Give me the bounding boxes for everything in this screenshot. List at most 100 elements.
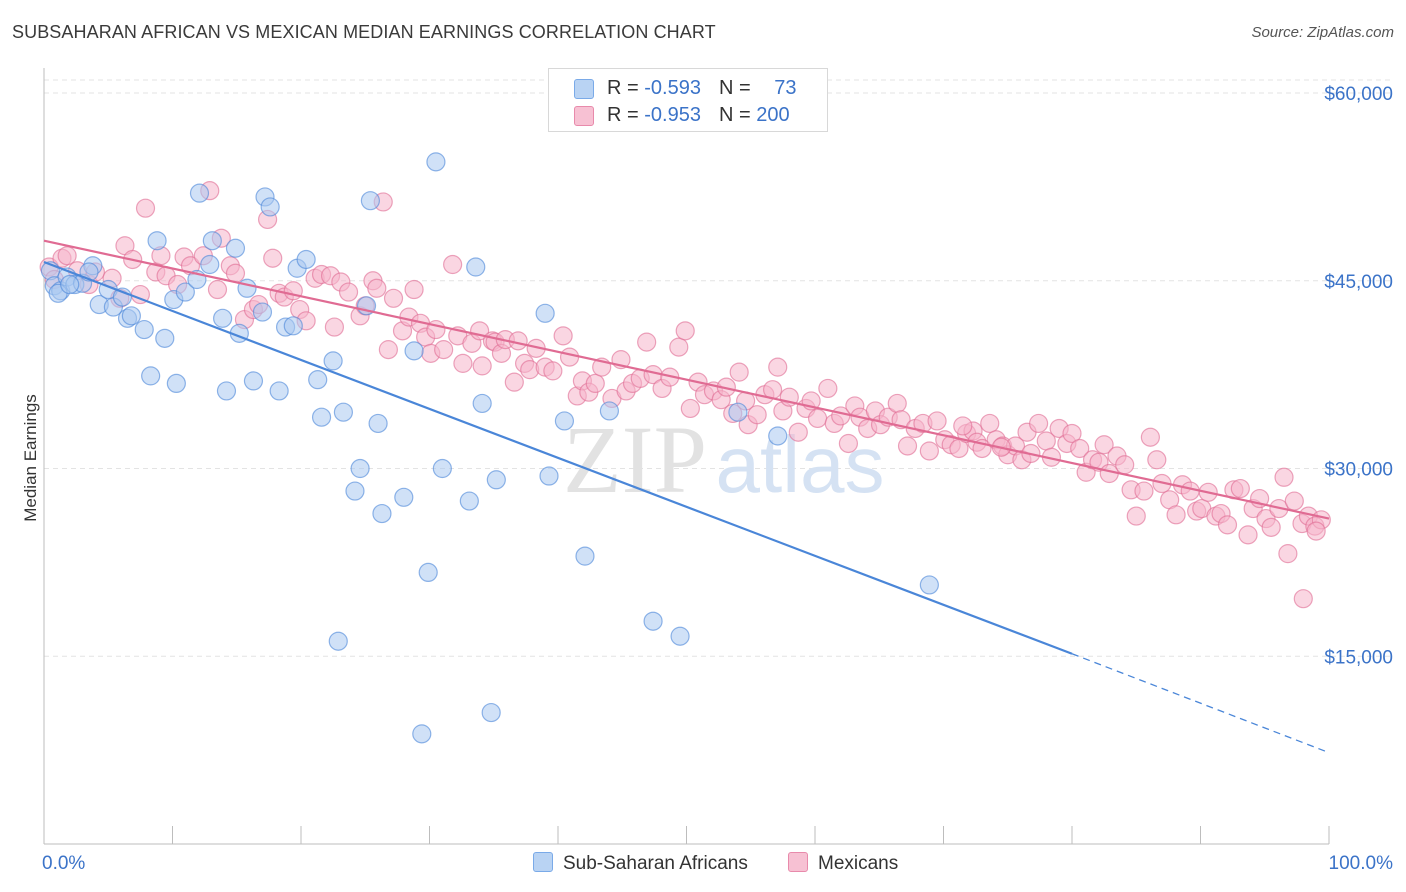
point-mexican xyxy=(472,356,492,376)
r-label: R = xyxy=(607,77,645,99)
point-mexican xyxy=(818,378,838,399)
point-subsaharan xyxy=(599,401,620,421)
point-mexican xyxy=(729,362,749,382)
point-mexican xyxy=(434,340,454,360)
point-subsaharan xyxy=(432,458,452,479)
point-mexican xyxy=(927,411,947,431)
legend-item-subsaharan: Sub-Saharan Africans xyxy=(533,852,748,876)
legend-stats-mexicans: R = -0.953 N = 200 xyxy=(607,104,790,127)
point-mexican xyxy=(1140,427,1160,447)
tick-labels: $15,000 $30,000 $45,000 $60,000 0.0% 100.0% xyxy=(42,84,1393,874)
point-subsaharan xyxy=(919,575,939,595)
point-mexican xyxy=(675,321,695,341)
point-mexican xyxy=(1126,506,1146,526)
point-subsaharan xyxy=(481,702,501,723)
point-mexican xyxy=(543,361,563,381)
point-subsaharan xyxy=(260,197,280,217)
legend-swatch xyxy=(533,852,553,872)
point-subsaharan xyxy=(175,282,195,302)
point-subsaharan xyxy=(252,302,273,322)
watermark-zip: ZIP xyxy=(563,406,707,513)
point-subsaharan xyxy=(216,381,237,401)
point-subsaharan xyxy=(134,319,154,340)
point-subsaharan xyxy=(308,370,328,390)
source-label: Source: ZipAtlas.com xyxy=(1251,24,1394,41)
trend-line-subsaharan-extension xyxy=(1071,653,1330,754)
point-subsaharan xyxy=(121,306,141,326)
point-mexican xyxy=(504,372,524,392)
point-subsaharan xyxy=(643,611,663,631)
point-subsaharan xyxy=(670,626,690,646)
point-subsaharan xyxy=(412,724,432,744)
point-mexican xyxy=(404,279,424,300)
point-mexican xyxy=(980,413,1000,434)
point-subsaharan xyxy=(333,402,354,422)
point-mexican xyxy=(338,282,359,302)
grid-lines xyxy=(44,79,1394,657)
point-mexican xyxy=(367,278,387,298)
point-mexican xyxy=(1261,517,1281,537)
point-subsaharan xyxy=(323,351,343,371)
point-subsaharan xyxy=(189,183,210,203)
point-subsaharan xyxy=(200,254,220,275)
point-mexican xyxy=(559,347,580,367)
point-subsaharan xyxy=(328,631,348,651)
n-label: N = xyxy=(718,77,757,99)
point-mexican xyxy=(1284,491,1304,511)
point-subsaharan xyxy=(147,231,167,251)
n-value: 200 xyxy=(756,104,790,126)
trend-lines xyxy=(43,239,1330,754)
y-tick-label: $45,000 xyxy=(1324,272,1393,293)
chart-title: SUBSAHARAN AFRICAN VS MEXICAN MEDIAN EAR… xyxy=(12,22,716,42)
point-subsaharan xyxy=(472,393,492,414)
point-subsaharan xyxy=(418,562,438,583)
point-mexican xyxy=(1278,544,1298,564)
point-mexican xyxy=(768,357,788,377)
point-subsaharan xyxy=(243,371,264,391)
point-mexican xyxy=(1147,450,1167,470)
point-mexican xyxy=(378,340,398,360)
n-label: N = xyxy=(718,104,757,126)
point-mexican xyxy=(1094,435,1114,455)
point-subsaharan xyxy=(141,366,161,386)
point-subsaharan xyxy=(155,328,175,348)
point-subsaharan xyxy=(269,381,289,401)
point-mexican xyxy=(887,393,907,414)
point-subsaharan xyxy=(466,257,486,277)
point-mexican xyxy=(637,332,657,352)
point-subsaharan xyxy=(237,278,257,298)
point-subsaharan xyxy=(768,426,788,446)
y-tick-label: $30,000 xyxy=(1324,460,1393,481)
point-mexican xyxy=(897,436,918,456)
point-mexican xyxy=(807,408,828,429)
point-mexican xyxy=(1115,455,1135,475)
legend-stats-subsaharan: R = -0.593 N = 73 xyxy=(607,77,796,100)
point-mexican xyxy=(1274,467,1294,487)
point-subsaharan xyxy=(404,341,424,361)
point-mexican xyxy=(1217,515,1238,535)
legend-swatch-mexicans xyxy=(574,106,594,126)
point-subsaharan xyxy=(296,249,316,270)
point-subsaharan xyxy=(360,191,380,211)
trend-line-subsaharan xyxy=(43,260,1073,655)
y-axis-label: Median Earnings xyxy=(21,394,40,522)
r-label: R = xyxy=(607,104,645,126)
legend-row-mexicans: R = -0.953 N = 200 xyxy=(549,102,827,128)
y-tick-label: $60,000 xyxy=(1324,84,1393,105)
point-mexican xyxy=(383,288,404,308)
point-mexican xyxy=(1306,521,1326,541)
point-mexican xyxy=(207,279,228,300)
point-mexican xyxy=(135,198,156,218)
point-subsaharan xyxy=(213,308,233,328)
point-mexican xyxy=(1166,505,1186,525)
point-mexican xyxy=(453,353,473,373)
point-mexican xyxy=(585,373,605,394)
point-mexican xyxy=(680,398,700,419)
point-mexican xyxy=(1238,525,1258,545)
legend-swatch-subsaharan xyxy=(574,79,594,99)
point-subsaharan xyxy=(728,402,748,422)
r-value: -0.953 xyxy=(644,104,701,126)
point-mexican xyxy=(1293,589,1313,609)
point-subsaharan xyxy=(368,413,388,434)
point-subsaharan xyxy=(283,316,303,336)
